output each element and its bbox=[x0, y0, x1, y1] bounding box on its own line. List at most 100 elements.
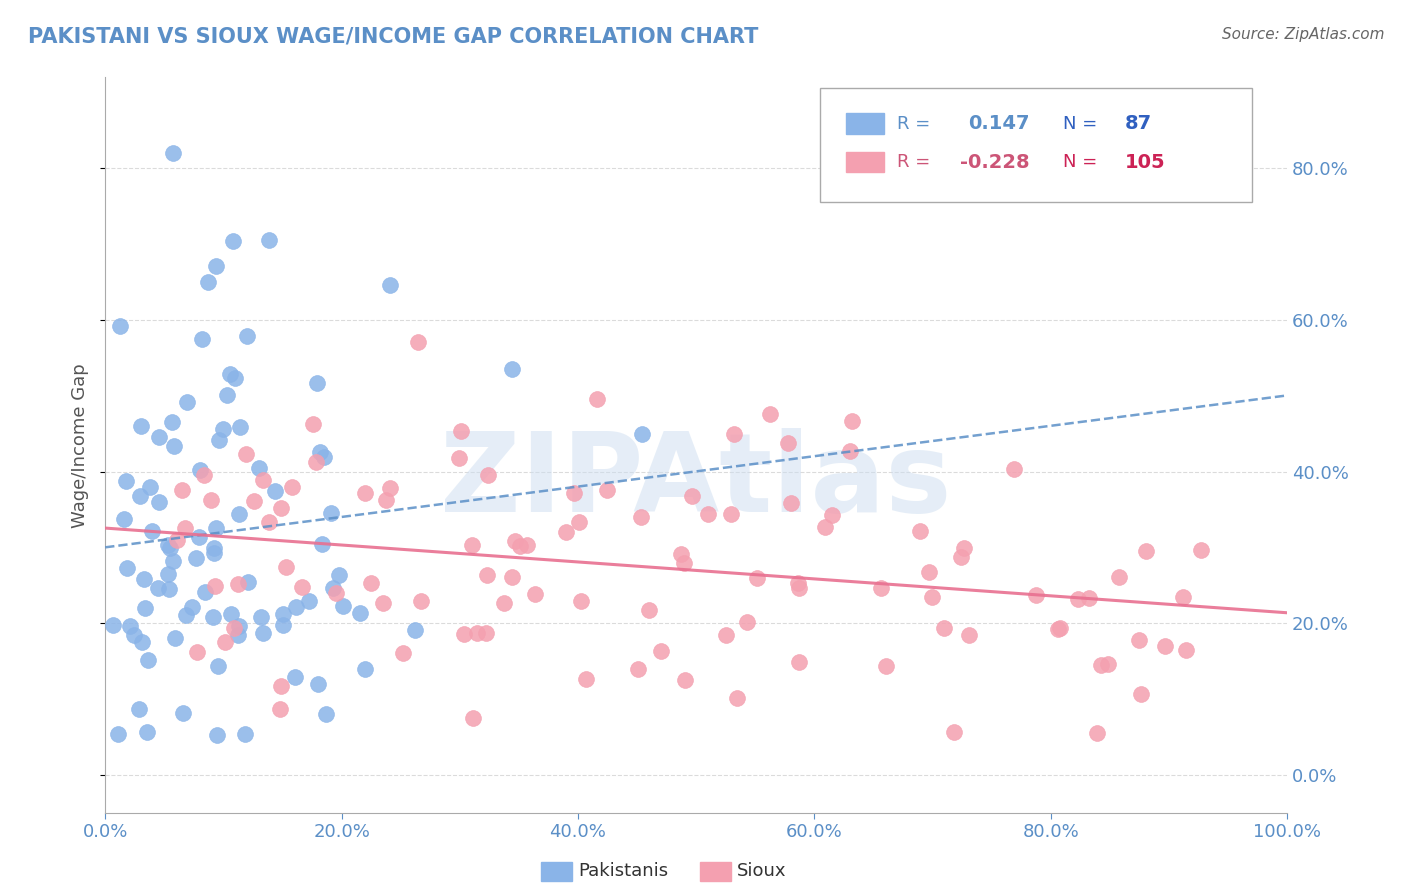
Point bbox=[162, 554, 184, 568]
Point bbox=[669, 547, 692, 561]
Point bbox=[208, 433, 231, 447]
Point bbox=[1049, 621, 1071, 635]
Point bbox=[319, 507, 342, 521]
Point bbox=[129, 418, 152, 433]
Point bbox=[214, 634, 236, 648]
Point bbox=[681, 489, 703, 503]
Point bbox=[252, 473, 274, 487]
Point bbox=[596, 483, 619, 497]
Point bbox=[460, 538, 482, 552]
Point bbox=[354, 662, 377, 676]
Point bbox=[672, 556, 695, 570]
Point bbox=[281, 480, 304, 494]
Point bbox=[108, 319, 131, 334]
Point bbox=[128, 489, 150, 503]
Point bbox=[1097, 657, 1119, 671]
Point bbox=[908, 524, 931, 538]
Point bbox=[465, 625, 488, 640]
Text: 0.147: 0.147 bbox=[967, 114, 1029, 133]
Point bbox=[159, 541, 181, 555]
Point bbox=[349, 606, 371, 620]
Point bbox=[235, 447, 257, 461]
Point bbox=[257, 516, 280, 530]
Point bbox=[392, 646, 415, 660]
Point bbox=[120, 619, 142, 633]
Point bbox=[202, 546, 225, 560]
Point bbox=[322, 581, 344, 595]
Point bbox=[776, 435, 799, 450]
Point bbox=[134, 601, 156, 615]
Point bbox=[207, 658, 229, 673]
Point bbox=[747, 571, 769, 585]
Point bbox=[242, 493, 264, 508]
Point bbox=[307, 376, 329, 390]
Point bbox=[180, 599, 202, 614]
Point bbox=[157, 538, 180, 552]
Point bbox=[205, 259, 228, 273]
Point bbox=[101, 618, 124, 632]
Point bbox=[501, 570, 523, 584]
Point bbox=[332, 599, 354, 613]
Point bbox=[932, 621, 955, 635]
Point bbox=[202, 541, 225, 556]
Point bbox=[1077, 591, 1099, 606]
Point bbox=[1025, 588, 1047, 602]
Bar bbox=[846, 113, 884, 134]
Point bbox=[1189, 543, 1212, 558]
Point bbox=[173, 706, 195, 720]
Point bbox=[194, 585, 217, 599]
Point bbox=[569, 594, 592, 608]
Point bbox=[720, 507, 742, 521]
Point bbox=[1135, 544, 1157, 558]
Point bbox=[284, 670, 307, 684]
Point bbox=[839, 444, 862, 458]
Point bbox=[193, 467, 215, 482]
Point bbox=[371, 596, 394, 610]
Point bbox=[252, 625, 274, 640]
Point bbox=[1090, 657, 1112, 672]
Point bbox=[328, 568, 350, 582]
Point bbox=[524, 587, 547, 601]
Point bbox=[515, 538, 537, 552]
Point bbox=[271, 607, 294, 621]
Point bbox=[918, 566, 941, 580]
Point bbox=[586, 392, 609, 406]
Point bbox=[354, 485, 377, 500]
Text: 87: 87 bbox=[1125, 114, 1153, 133]
Point bbox=[501, 362, 523, 376]
Text: ZIPAtlas: ZIPAtlas bbox=[440, 428, 952, 535]
Point bbox=[271, 617, 294, 632]
Point bbox=[173, 521, 195, 535]
Point bbox=[360, 575, 382, 590]
Point bbox=[575, 673, 598, 687]
Point bbox=[921, 590, 943, 604]
Point bbox=[311, 537, 333, 551]
Point bbox=[1153, 640, 1175, 654]
Point bbox=[450, 424, 472, 438]
Point bbox=[305, 455, 328, 469]
Point bbox=[309, 445, 332, 459]
Point bbox=[148, 495, 170, 509]
Point bbox=[630, 426, 652, 441]
Y-axis label: Wage/Income Gap: Wage/Income Gap bbox=[72, 363, 89, 527]
Point bbox=[157, 582, 180, 596]
Point bbox=[291, 580, 314, 594]
Point bbox=[870, 581, 893, 595]
Point bbox=[162, 145, 184, 160]
Point bbox=[163, 439, 186, 453]
Point bbox=[190, 332, 212, 346]
Point bbox=[638, 602, 661, 616]
Point bbox=[269, 701, 291, 715]
Point bbox=[270, 679, 292, 693]
Point bbox=[285, 600, 308, 615]
Point bbox=[165, 631, 187, 645]
Text: Pakistanis: Pakistanis bbox=[578, 863, 668, 880]
Text: PAKISTANI VS SIOUX WAGE/INCOME GAP CORRELATION CHART: PAKISTANI VS SIOUX WAGE/INCOME GAP CORRE… bbox=[28, 27, 758, 46]
Point bbox=[172, 483, 194, 497]
Point bbox=[212, 422, 235, 436]
Point bbox=[723, 427, 745, 442]
Point bbox=[114, 512, 136, 526]
Point bbox=[786, 576, 808, 591]
Point bbox=[302, 417, 325, 431]
Point bbox=[406, 334, 429, 349]
